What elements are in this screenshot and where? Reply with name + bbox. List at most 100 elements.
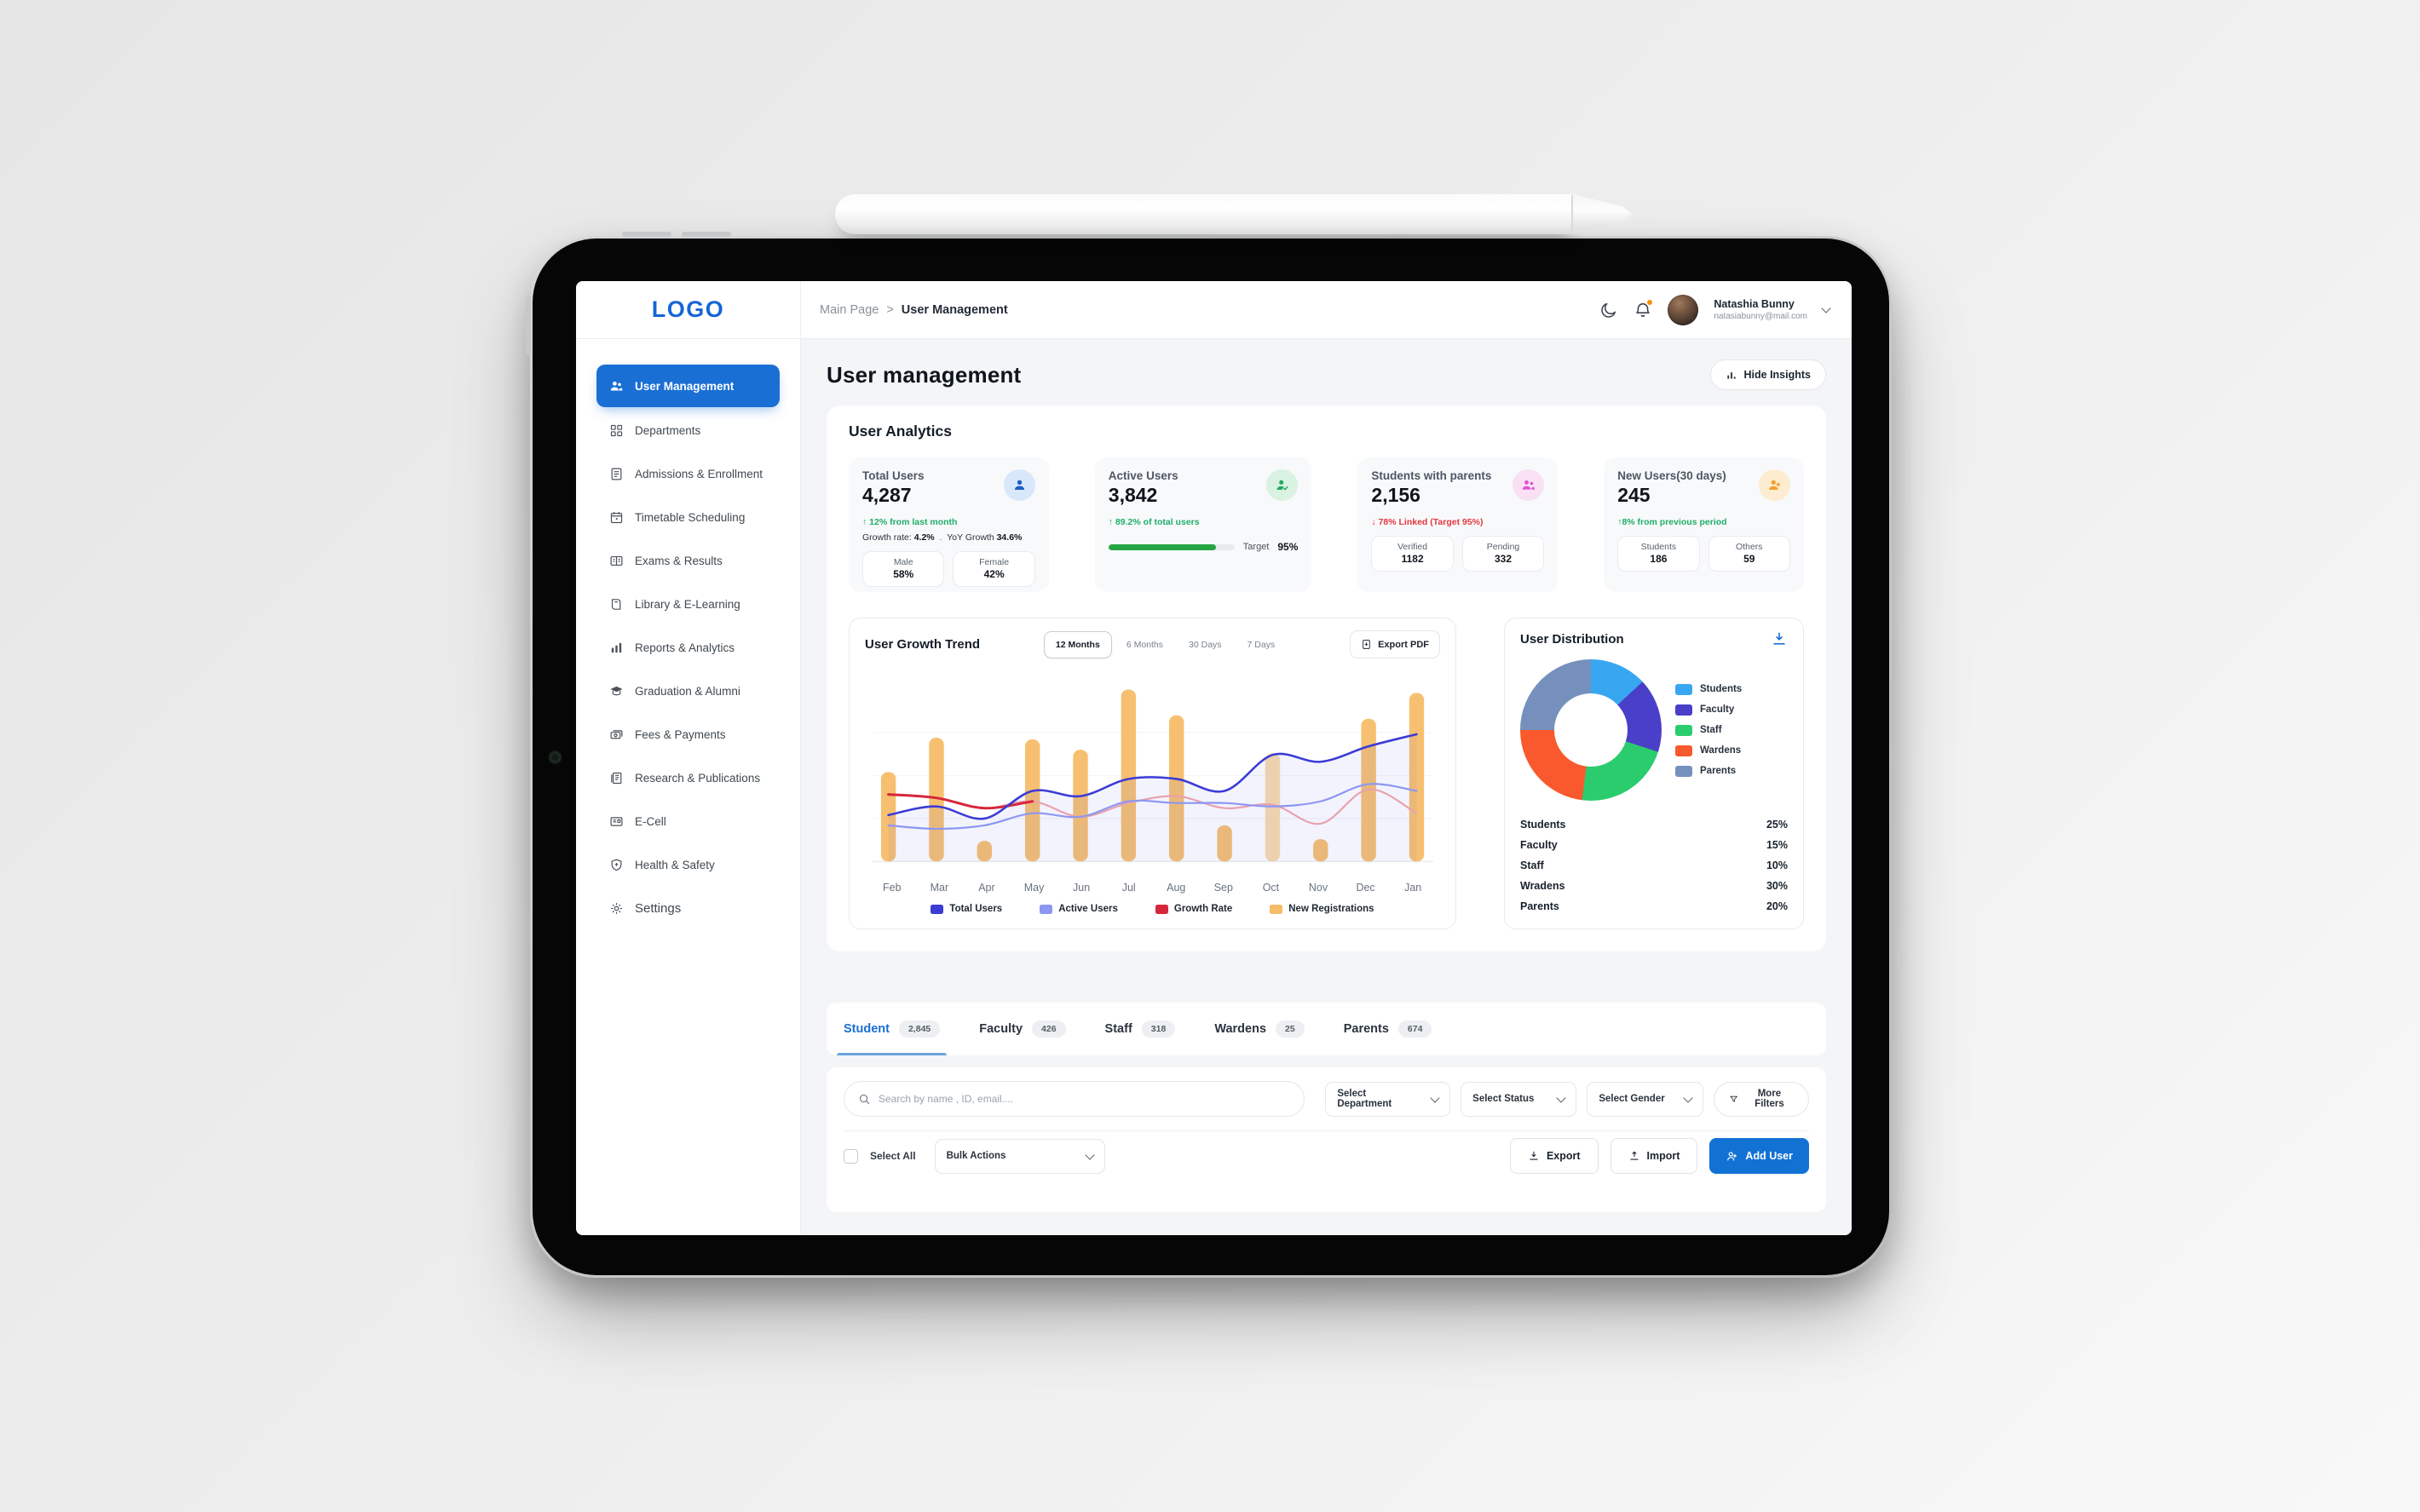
progress-track <box>1108 543 1235 550</box>
export-button[interactable]: Export <box>1509 1138 1599 1174</box>
sidebar-item-label: Health & Safety <box>635 859 715 871</box>
sidebar-item-admissions[interactable]: Admissions & Enrollment <box>596 452 780 496</box>
range-7-days[interactable]: 7 Days <box>1247 639 1276 650</box>
pencil-seam <box>1571 195 1573 233</box>
tab-faculty[interactable]: Faculty 426 <box>979 1003 1066 1055</box>
sidebar-item-reports[interactable]: Reports & Analytics <box>596 626 780 670</box>
sidebar-item-health[interactable]: Health & Safety <box>596 843 780 887</box>
filter-panel: Select Department Select Status Select G… <box>827 1067 1826 1212</box>
list-item: Faculty 15% <box>1520 839 1788 851</box>
sidebar-item-ecell[interactable]: E-Cell <box>596 800 780 843</box>
user-analytics-panel: User Analytics Total Users 4,287 <box>827 405 1826 951</box>
people-icon <box>1512 469 1545 501</box>
range-12-months[interactable]: 12 Months <box>1043 630 1112 658</box>
sidebar-item-label: Graduation & Alumni <box>635 685 740 698</box>
range-6-months[interactable]: 6 Months <box>1126 639 1164 650</box>
legend-swatch-2 <box>1155 904 1168 914</box>
card-trend: ↓ 78% Linked (Target 95%) <box>1371 517 1484 527</box>
sidebar-item-user-management[interactable]: User Management <box>596 365 780 407</box>
export-pdf-button[interactable]: Export PDF <box>1350 630 1440 658</box>
hide-insights-button[interactable]: Hide Insights <box>1709 359 1826 390</box>
tab-count-badge: 674 <box>1397 1020 1432 1038</box>
legend-growth-rate: Growth Rate <box>1155 904 1232 914</box>
book-icon <box>609 597 624 612</box>
user-info: Natashia Bunny natasiabunny@mail.com <box>1714 298 1807 321</box>
user-avatar[interactable] <box>1668 294 1699 325</box>
donut-legend-wardens: Wardens <box>1675 745 1742 756</box>
add-user-button[interactable]: Add User <box>1709 1138 1809 1174</box>
more-filters-button[interactable]: More Filters <box>1713 1081 1809 1117</box>
status-select[interactable]: Select Status <box>1461 1081 1577 1117</box>
breadcrumb: Main Page > User Management <box>820 303 1008 317</box>
tab-wardens[interactable]: Wardens 25 <box>1214 1003 1305 1055</box>
download-icon <box>1773 632 1785 645</box>
distribution-title: User Distribution <box>1520 631 1624 647</box>
legend-new-registrations: New Registrations <box>1270 904 1374 914</box>
card-trend: ↑ 89.2% of total users <box>1108 517 1200 527</box>
user-distribution-donut <box>1520 659 1662 801</box>
growth-chart-svg <box>872 689 1433 863</box>
banknote-icon <box>609 727 624 742</box>
moon-icon <box>1601 302 1616 318</box>
chevron-down-icon <box>1084 1149 1095 1160</box>
sidebar-item-timetable[interactable]: Timetable Scheduling <box>596 496 780 539</box>
list-item: Staff 10% <box>1520 859 1788 871</box>
header-actions: Natashia Bunny natasiabunny@mail.com <box>1599 294 1831 325</box>
sidebar-item-departments[interactable]: Departments <box>596 409 780 452</box>
bulk-actions-select[interactable]: Bulk Actions <box>934 1138 1105 1174</box>
tab-student[interactable]: Student 2,845 <box>836 1003 948 1055</box>
header: Main Page > User Management <box>801 281 1852 338</box>
chevron-down-icon <box>1682 1092 1693 1103</box>
breadcrumb-separator: > <box>886 302 894 317</box>
donut-legend-parents: Parents <box>1675 765 1742 777</box>
legend-total-users: Total Users <box>931 904 1002 914</box>
tab-staff[interactable]: Staff 318 <box>1105 1003 1176 1055</box>
legend-swatch-1 <box>1040 904 1053 914</box>
user-distribution-panel: User Distribution <box>1504 618 1804 929</box>
range-selector: 12 Months 6 Months 30 Days 7 Days <box>1043 630 1286 658</box>
stat-card-total-users: Total Users 4,287 ↑ 12% from last month <box>849 457 1049 592</box>
card-value: 3,842 <box>1108 484 1158 506</box>
distribution-list: Students 25% Faculty 15% Staff 10% Wradens 3… <box>1520 814 1788 917</box>
power-button <box>526 296 531 355</box>
donut-swatch-1 <box>1675 704 1692 716</box>
download-button[interactable] <box>1771 630 1788 647</box>
sidebar-item-research[interactable]: Research & Publications <box>596 756 780 800</box>
breadcrumb-home-link[interactable]: Main Page <box>820 302 879 317</box>
import-button[interactable]: Import <box>1610 1138 1698 1174</box>
gender-select[interactable]: Select Gender <box>1587 1081 1703 1117</box>
sidebar-item-graduation[interactable]: Graduation & Alumni <box>596 670 780 713</box>
apple-pencil <box>835 194 1633 234</box>
sidebar-item-settings[interactable]: Settings <box>596 887 780 930</box>
card-trend: ↑ 12% from last month <box>862 517 958 527</box>
bar-chart-icon <box>609 641 624 655</box>
list-item: Wradens 30% <box>1520 880 1788 892</box>
range-30-days[interactable]: 30 Days <box>1189 639 1222 650</box>
sidebar-item-label: E-Cell <box>635 815 666 828</box>
progress-fill <box>1108 543 1216 550</box>
search-input[interactable] <box>879 1093 1291 1105</box>
chevron-down-icon[interactable] <box>1821 303 1831 313</box>
growth-legend: Total Users Active Users Growth Rate <box>865 894 1440 919</box>
sidebar-item-fees[interactable]: Fees & Payments <box>596 713 780 756</box>
pencil-tip <box>1573 194 1633 234</box>
donut-hole <box>1553 693 1628 767</box>
notifications-button[interactable] <box>1634 298 1654 319</box>
tab-count-badge: 318 <box>1141 1020 1176 1038</box>
dark-mode-toggle[interactable] <box>1599 301 1618 319</box>
select-all-checkbox[interactable] <box>844 1148 858 1164</box>
page-title: User management <box>827 361 1022 388</box>
sidebar-item-library[interactable]: Library & E-Learning <box>596 583 780 626</box>
download-icon <box>1530 1151 1538 1160</box>
sidebar-item-exams[interactable]: Exams & Results <box>596 539 780 583</box>
bell-icon <box>1636 302 1651 317</box>
users-icon <box>609 379 624 394</box>
sidebar-item-label: Departments <box>635 424 701 437</box>
app-screen: LOGO Main Page > User Management <box>576 281 1852 1235</box>
card-title: New Users(30 days) <box>1617 469 1726 482</box>
id-card-icon <box>609 814 624 829</box>
department-select[interactable]: Select Department <box>1325 1081 1451 1117</box>
sidebar-item-label: Timetable Scheduling <box>635 511 746 524</box>
tab-parents[interactable]: Parents 674 <box>1344 1003 1432 1055</box>
donut-legend-faculty: Faculty <box>1675 704 1742 716</box>
